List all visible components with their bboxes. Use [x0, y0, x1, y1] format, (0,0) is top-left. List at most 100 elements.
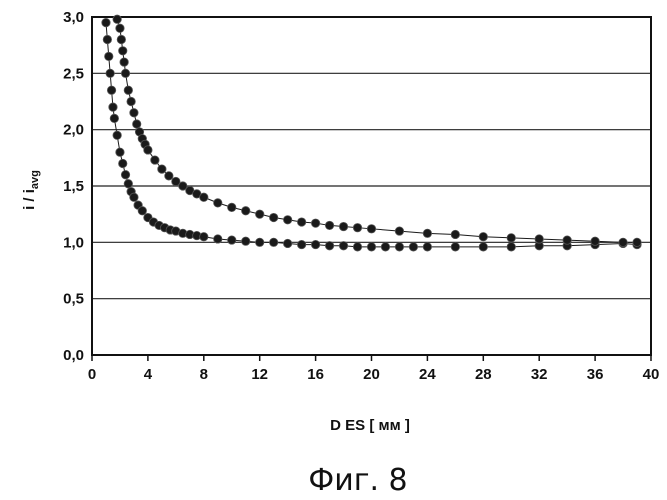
data-point — [395, 227, 403, 235]
data-point — [451, 243, 459, 251]
data-point — [507, 243, 515, 251]
y-tick-label: 1,5 — [63, 178, 84, 195]
series-1 — [102, 18, 641, 251]
data-point — [200, 233, 208, 241]
data-point — [325, 242, 333, 250]
data-point — [120, 58, 128, 66]
series-line — [117, 19, 637, 242]
data-point — [311, 219, 319, 227]
data-point — [110, 114, 118, 122]
data-point — [591, 237, 599, 245]
y-tick-label: 2,5 — [63, 65, 84, 82]
data-point — [297, 240, 305, 248]
y-axis-ticks: 0,0 0,5 1,0 1,5 2,0 2,5 3,0 — [63, 9, 84, 364]
data-point — [151, 156, 159, 164]
x-axis-label: D ES [ мм ] — [330, 417, 410, 434]
x-tick-label: 16 — [307, 366, 324, 383]
data-point — [395, 243, 403, 251]
x-tick-label: 12 — [251, 366, 268, 383]
x-tick-label: 32 — [531, 366, 548, 383]
data-point — [619, 238, 627, 246]
data-point — [381, 243, 389, 251]
data-point — [451, 230, 459, 238]
data-point — [119, 47, 127, 55]
data-point — [138, 207, 146, 215]
y-axis-label: i / iavg — [21, 170, 41, 210]
data-point — [283, 216, 291, 224]
data-point — [507, 234, 515, 242]
data-point — [106, 69, 114, 77]
data-point — [563, 236, 571, 244]
data-point — [367, 225, 375, 233]
data-point — [325, 221, 333, 229]
data-point — [124, 180, 132, 188]
data-point — [228, 203, 236, 211]
data-point — [200, 193, 208, 201]
data-point — [119, 159, 127, 167]
y-axis-label-main: i / i — [21, 189, 38, 210]
data-point — [339, 222, 347, 230]
data-point — [105, 52, 113, 60]
data-point — [116, 24, 124, 32]
y-tick-label: 1,0 — [63, 234, 84, 251]
data-point — [214, 235, 222, 243]
data-point — [409, 243, 417, 251]
x-tick-label: 24 — [419, 366, 436, 383]
data-point — [130, 109, 138, 117]
y-tick-label: 3,0 — [63, 9, 84, 26]
data-point — [256, 238, 264, 246]
figure-caption: Фиг. 8 — [308, 463, 407, 498]
data-point — [269, 238, 277, 246]
x-tick-label: 36 — [587, 366, 604, 383]
data-point — [121, 69, 129, 77]
data-point — [479, 243, 487, 251]
data-point — [339, 242, 347, 250]
data-point — [228, 236, 236, 244]
y-tick-label: 2,0 — [63, 122, 84, 139]
data-point — [242, 207, 250, 215]
x-tick-label: 28 — [475, 366, 492, 383]
x-tick-label: 4 — [144, 366, 153, 383]
data-point — [353, 243, 361, 251]
data-point — [423, 229, 431, 237]
y-axis-label-subscript: avg — [29, 170, 41, 189]
x-tick-label: 0 — [88, 366, 96, 383]
x-tick-label: 40 — [643, 366, 660, 383]
data-point — [479, 233, 487, 241]
y-tick-label: 0,5 — [63, 291, 84, 308]
data-point — [214, 199, 222, 207]
data-point — [283, 239, 291, 247]
data-point — [535, 235, 543, 243]
data-point — [165, 172, 173, 180]
x-tick-label: 8 — [200, 366, 208, 383]
x-tick-label: 20 — [363, 366, 380, 383]
data-point — [109, 103, 117, 111]
y-tick-label: 0,0 — [63, 347, 84, 364]
data-point — [116, 148, 124, 156]
data-point — [102, 18, 110, 26]
data-point — [256, 210, 264, 218]
series-line — [106, 23, 637, 247]
data-point — [124, 86, 132, 94]
data-point — [113, 15, 121, 23]
x-axis-ticks: 0 4 8 12 16 20 24 28 32 36 40 — [88, 355, 660, 383]
data-point — [353, 223, 361, 231]
data-point — [133, 120, 141, 128]
data-point — [144, 146, 152, 154]
data-point — [158, 165, 166, 173]
data-point — [130, 193, 138, 201]
data-point — [297, 218, 305, 226]
data-point — [242, 237, 250, 245]
series-2 — [113, 15, 641, 246]
data-point — [367, 243, 375, 251]
data-point — [423, 243, 431, 251]
data-point — [113, 131, 121, 139]
data-point — [103, 35, 111, 43]
data-point — [633, 238, 641, 246]
data-point — [121, 171, 129, 179]
data-point — [127, 97, 135, 105]
data-point — [311, 240, 319, 248]
data-point — [117, 35, 125, 43]
data-point — [107, 86, 115, 94]
